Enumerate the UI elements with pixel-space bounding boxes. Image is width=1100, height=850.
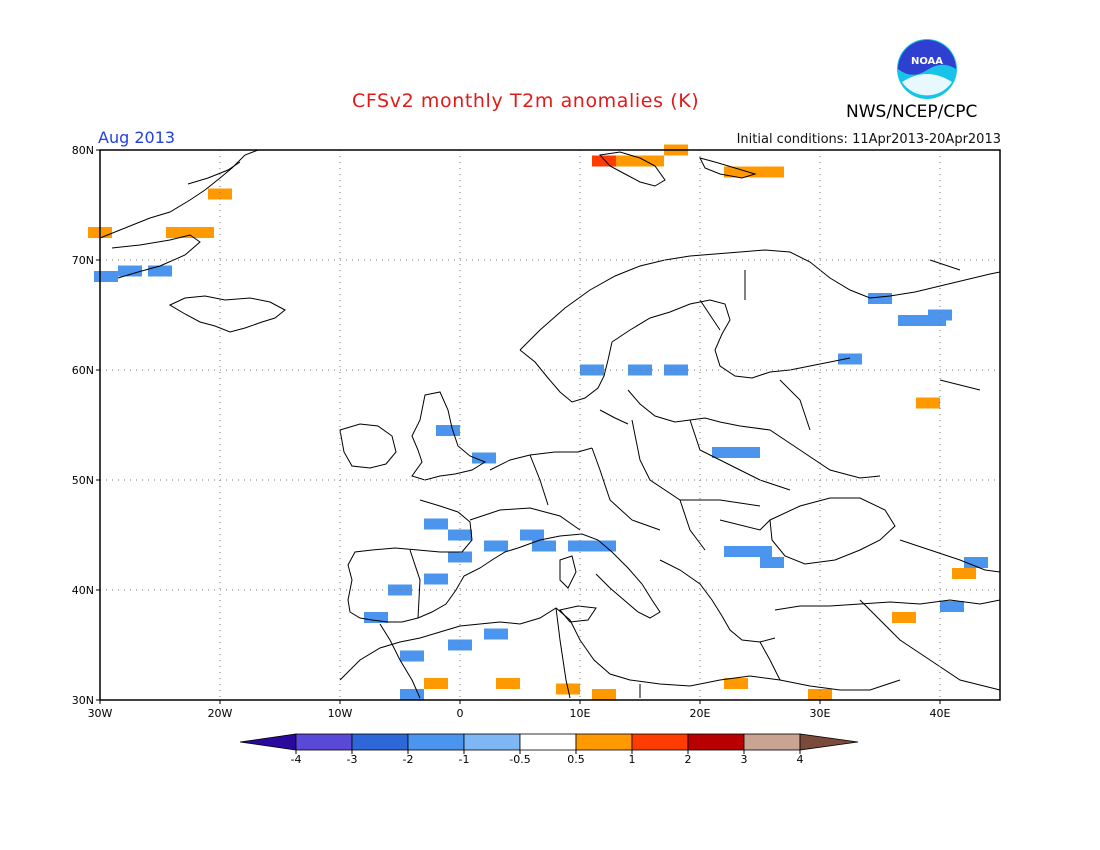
anomaly-cell xyxy=(964,557,988,568)
lat-label: 50N xyxy=(72,474,94,487)
anomaly-cell xyxy=(400,650,424,662)
lat-label: 80N xyxy=(72,144,94,157)
anomaly-cell xyxy=(640,155,664,167)
lon-label: 30E xyxy=(810,707,831,720)
anomaly-cell xyxy=(808,689,832,700)
map-frame xyxy=(99,149,1001,701)
anomaly-cell xyxy=(190,227,214,238)
anomaly-cell xyxy=(166,227,190,238)
colorbar-tick-label: -2 xyxy=(403,753,414,766)
colorbar-legend: -4 -3 -2 -1 -0.5 0.5 1 2 3 4 xyxy=(239,733,859,766)
colorbar-tick-label: 3 xyxy=(741,753,748,766)
anomaly-cell xyxy=(748,546,772,557)
colorbar-tick-label: 0.5 xyxy=(567,753,585,766)
lon-label: 10E xyxy=(570,707,591,720)
colorbar-tick-label: 2 xyxy=(685,753,692,766)
anomaly-cell xyxy=(724,166,748,178)
lon-label: 0 xyxy=(457,707,464,720)
anomaly-cell xyxy=(868,293,892,304)
anomaly-cell xyxy=(436,425,460,436)
anomaly-cell xyxy=(592,540,616,552)
anomaly-cell xyxy=(724,546,748,557)
lat-label: 40N xyxy=(72,584,94,597)
anomaly-cell xyxy=(94,271,118,282)
lon-label: 40E xyxy=(930,707,951,720)
anomaly-cell xyxy=(760,557,784,568)
anomaly-cell xyxy=(496,678,520,689)
colorbar-segment xyxy=(351,733,409,751)
anomaly-cell xyxy=(118,265,142,277)
anomaly-cell xyxy=(760,166,784,178)
anomaly-cell xyxy=(616,155,640,167)
anomaly-cell xyxy=(892,612,916,623)
anomaly-cell xyxy=(400,689,424,700)
anomaly-cell xyxy=(364,612,388,623)
anomaly-cells-layer xyxy=(88,144,988,700)
initial-conditions: Initial conditions: 11Apr2013-20Apr2013 xyxy=(736,132,1001,147)
anomaly-cell xyxy=(724,678,748,689)
colorbar-min-arrow xyxy=(239,733,297,751)
anomaly-cell xyxy=(448,551,472,563)
colorbar-tick-label: 4 xyxy=(797,753,804,766)
colorbar-segment xyxy=(463,733,521,751)
anomaly-cell xyxy=(484,540,508,552)
anomaly-cell xyxy=(736,447,760,458)
anomaly-cell xyxy=(424,518,448,530)
lat-label: 70N xyxy=(72,254,94,267)
anomaly-cell xyxy=(928,309,952,321)
anomaly-cell xyxy=(940,601,964,612)
lon-label: 10W xyxy=(328,707,353,720)
colorbar-tick-label: -0.5 xyxy=(509,753,530,766)
anomaly-cell xyxy=(712,447,736,458)
anomaly-cell xyxy=(838,353,862,365)
colorbar-tick-label: -4 xyxy=(291,753,302,766)
lon-label: 20W xyxy=(208,707,233,720)
anomaly-cell xyxy=(532,540,556,552)
colorbar-segment xyxy=(743,733,801,751)
anomaly-cell xyxy=(448,639,472,651)
anomaly-cell xyxy=(208,188,232,200)
colorbar-tick-label: -1 xyxy=(459,753,470,766)
noaa-logo: NOAA xyxy=(897,39,957,99)
colorbar-segment xyxy=(407,733,465,751)
forecast-month: Aug 2013 xyxy=(98,128,176,147)
colorbar-segment xyxy=(631,733,689,751)
grid-lines xyxy=(100,150,1000,700)
anomaly-cell xyxy=(520,529,544,541)
anomaly-cell xyxy=(148,265,172,277)
colorbar-tick-label: 1 xyxy=(629,753,636,766)
anomaly-cell xyxy=(592,155,616,167)
anomaly-cell xyxy=(592,689,616,700)
colorbar-segment xyxy=(295,733,353,751)
lon-label: 30W xyxy=(88,707,113,720)
colorbar-tick-label: -3 xyxy=(347,753,358,766)
anomaly-cell xyxy=(898,315,922,326)
lat-label: 30N xyxy=(72,694,94,707)
colorbar-max-arrow xyxy=(799,733,859,751)
lon-label: 20E xyxy=(690,707,711,720)
anomaly-cell xyxy=(424,573,448,585)
axis-labels: 30W 20W 10W 0 10E 20E 30E 40E 30N 40N 50N 60N 70N 80N xyxy=(72,144,951,720)
anomaly-cell xyxy=(952,568,976,579)
chart-title: CFSv2 monthly T2m anomalies (K) xyxy=(352,90,700,112)
colorbar-segment xyxy=(575,733,633,751)
noaa-logo-text: NOAA xyxy=(911,56,943,67)
colorbar-segment xyxy=(519,733,577,751)
anomaly-cell xyxy=(472,452,496,464)
anomaly-cell xyxy=(424,678,448,689)
lat-label: 60N xyxy=(72,364,94,377)
agency-label: NWS/NCEP/CPC xyxy=(846,102,978,122)
anomaly-cell xyxy=(916,397,940,409)
anomaly-cell xyxy=(484,628,508,640)
colorbar-segment xyxy=(687,733,745,751)
coastlines xyxy=(99,149,1001,699)
